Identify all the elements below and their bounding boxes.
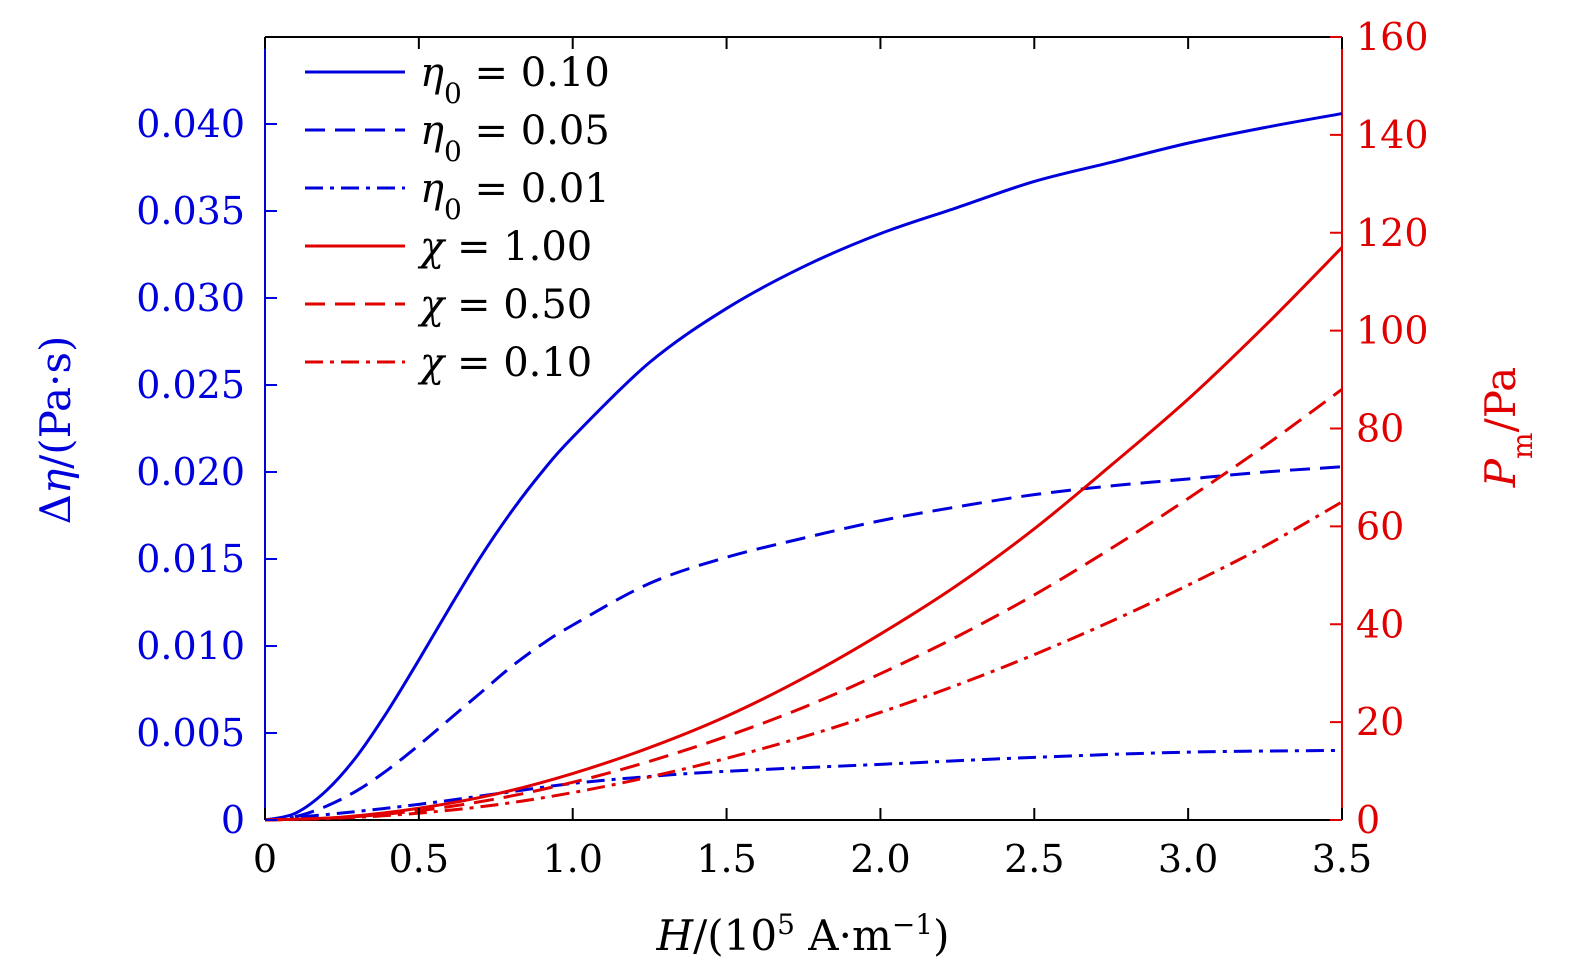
left-y-tick-label: 0.015 bbox=[136, 537, 245, 581]
right-y-axis-ticks: 0 20 40 60 80 100 120 140 160 bbox=[1330, 15, 1429, 842]
right-y-tick-label: 40 bbox=[1356, 602, 1404, 646]
legend-label: χ = 1.00 bbox=[417, 224, 592, 270]
right-y-tick-label: 120 bbox=[1356, 211, 1429, 255]
series-line-3 bbox=[264, 748, 1343, 822]
legend-label: η0 = 0.05 bbox=[420, 108, 610, 168]
right-y-tick-label: 60 bbox=[1356, 504, 1404, 548]
plot-frame bbox=[264, 36, 1343, 821]
left-y-axis-ticks: 0 0.005 0.010 0.015 0.020 0.025 0.030 0.035 0.04… bbox=[136, 102, 277, 842]
right-y-axis-title: Pm/Pa bbox=[1476, 367, 1539, 488]
series-line-2 bbox=[264, 465, 1343, 822]
series-line-4 bbox=[264, 246, 1344, 822]
right-y-tick-label: 80 bbox=[1356, 407, 1404, 451]
legend-label: χ = 0.10 bbox=[417, 340, 592, 386]
left-y-tick-label: 0.035 bbox=[136, 189, 245, 233]
x-tick-label: 1.0 bbox=[542, 837, 602, 881]
left-y-tick-label: 0.030 bbox=[136, 276, 245, 320]
left-y-tick-label: 0 bbox=[221, 798, 245, 842]
left-y-tick-label: 0.025 bbox=[136, 363, 245, 407]
x-tick-label: 2.5 bbox=[1004, 837, 1064, 881]
x-tick-label: 0 bbox=[253, 837, 277, 881]
right-y-tick-label: 0 bbox=[1356, 798, 1380, 842]
legend-label: η0 = 0.01 bbox=[420, 166, 610, 226]
series-layer bbox=[264, 112, 1344, 822]
x-tick-label: 2.0 bbox=[850, 837, 910, 881]
x-tick-label: 3.0 bbox=[1158, 837, 1218, 881]
series-line-6 bbox=[264, 500, 1343, 822]
legend-label: η0 = 0.10 bbox=[420, 50, 610, 110]
x-axis-title: H/(105 A·m−1) bbox=[656, 908, 950, 961]
x-tick-label: 1.5 bbox=[696, 837, 756, 881]
x-axis-ticks: 0 0.5 1.0 1.5 2.0 2.5 3.0 3.5 bbox=[253, 37, 1372, 881]
right-y-tick-label: 20 bbox=[1356, 700, 1404, 744]
left-y-tick-label: 0.010 bbox=[136, 624, 245, 668]
right-y-tick-label: 140 bbox=[1356, 113, 1429, 157]
x-tick-label: 3.5 bbox=[1312, 837, 1372, 881]
legend-label: χ = 0.50 bbox=[417, 282, 592, 328]
left-y-tick-label: 0.020 bbox=[136, 450, 245, 494]
left-y-tick-label: 0.005 bbox=[136, 711, 245, 755]
right-y-tick-label: 100 bbox=[1356, 309, 1429, 353]
left-y-axis-title: Δη/(Pa·s) bbox=[31, 336, 80, 525]
series-line-1 bbox=[264, 112, 1343, 822]
right-y-tick-label: 160 bbox=[1356, 15, 1429, 59]
x-tick-label: 0.5 bbox=[389, 837, 449, 881]
series-line-5 bbox=[264, 388, 1343, 822]
left-y-tick-label: 0.040 bbox=[136, 102, 245, 146]
